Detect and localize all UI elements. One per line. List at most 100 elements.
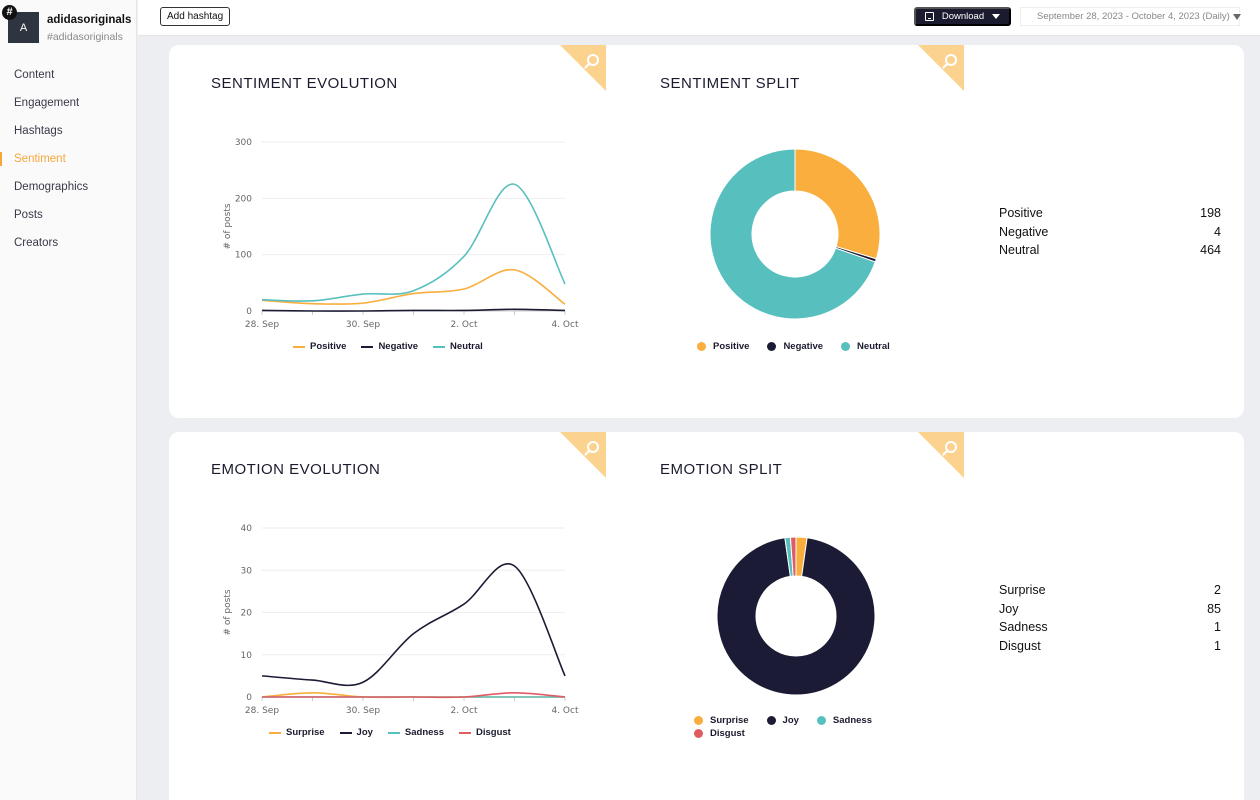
legend-item-neutral[interactable]: Neutral	[841, 341, 890, 352]
account-handle: #adidasoriginals	[47, 31, 123, 43]
y-axis-label: # of posts	[223, 589, 233, 635]
add-hashtag-button[interactable]: Add hashtag	[160, 7, 231, 26]
legend-item-positive[interactable]: Positive	[293, 341, 346, 352]
legend-label: Surprise	[286, 727, 325, 738]
zoom-corner-button[interactable]	[560, 45, 606, 91]
sentiment-split-title: SENTIMENT SPLIT	[660, 75, 800, 92]
y-tick-label: 30	[241, 566, 253, 576]
series-line-positive[interactable]	[261, 269, 566, 306]
legend-item-sadness[interactable]: Sadness	[387, 727, 444, 738]
date-range-picker[interactable]: September 28, 2023 - October 4, 2023 (Da…	[1020, 7, 1241, 26]
split-label: Sadness	[999, 620, 1048, 635]
y-tick-label: 10	[241, 651, 253, 661]
split-row-disgust: Disgust 1	[999, 637, 1221, 656]
legend-item-negative[interactable]: Negative	[767, 341, 823, 352]
x-tick-label: 28. Sep	[245, 706, 279, 716]
zoom-corner-button[interactable]	[560, 432, 606, 478]
split-label: Surprise	[999, 583, 1046, 597]
account-header[interactable]: A # adidasoriginals #adidasoriginals	[2, 5, 136, 46]
donut-slice-joy[interactable]	[716, 537, 876, 696]
donut-slice-disgust[interactable]	[789, 536, 797, 577]
split-value: 85	[1207, 601, 1221, 616]
legend-swatch	[841, 342, 851, 351]
sidebar-item-creators[interactable]: Creators	[14, 237, 59, 249]
x-tick-label: 30. Sep	[346, 320, 380, 330]
search-icon	[918, 432, 964, 478]
donut-slice-neutral[interactable]	[709, 148, 876, 320]
donut-slice-positive[interactable]	[794, 148, 881, 260]
account-name: adidasoriginals	[47, 14, 132, 26]
sidebar-item-content[interactable]: Content	[14, 69, 55, 81]
emotion-evolution-chart[interactable]: 0 10 20 30 40 28. Sep 30. Sep 2. Oct 4. Oct # of …	[209, 516, 589, 746]
legend-item-sadness[interactable]: Sadness	[816, 715, 872, 726]
series-line-joy[interactable]	[261, 563, 566, 687]
search-icon	[560, 432, 606, 478]
legend-swatch	[694, 729, 703, 738]
legend-label: Positive	[713, 341, 750, 352]
x-tick-label: 4. Oct	[551, 320, 578, 330]
y-tick-label: 100	[235, 251, 252, 261]
emotion-split-donut[interactable]	[706, 526, 886, 706]
legend-item-negative[interactable]: Negative	[361, 341, 418, 352]
avatar-letter: A	[19, 21, 28, 34]
split-value: 464	[1200, 243, 1221, 258]
chevron-down-icon	[992, 14, 1001, 19]
split-label: Joy	[999, 601, 1019, 616]
hashtag-badge-icon: #	[2, 5, 17, 20]
sidebar-item-posts[interactable]: Posts	[14, 209, 43, 221]
y-tick-label: 40	[241, 524, 253, 534]
zoom-corner-button[interactable]	[918, 432, 964, 478]
legend-label: Negative	[783, 341, 824, 352]
sidebar-item-sentiment[interactable]: Sentiment	[0, 146, 137, 174]
sentiment-split-values: Positive 198 Negative 4 Neutral 464	[999, 204, 1221, 260]
x-tick-label: 2. Oct	[450, 706, 477, 716]
legend-item-disgust[interactable]: Disgust	[459, 727, 511, 738]
download-label: Download	[941, 11, 985, 22]
sentiment-evolution-legend: Positive Negative Neutral	[293, 341, 498, 352]
sidebar-item-hashtags[interactable]: Hashtags	[14, 125, 63, 137]
legend-swatch	[269, 731, 281, 734]
y-tick-label: 0	[246, 693, 252, 703]
y-tick-label: 200	[235, 194, 252, 204]
legend-item-neutral[interactable]: Neutral	[433, 341, 483, 352]
chevron-down-icon	[1232, 13, 1241, 20]
zoom-corner-button[interactable]	[918, 45, 964, 91]
legend-label: Joy	[356, 727, 373, 738]
legend-item-joy[interactable]: Joy	[339, 727, 373, 738]
split-row-positive: Positive 198	[999, 204, 1221, 223]
legend-label: Disgust	[476, 727, 511, 738]
legend-swatch	[387, 731, 400, 734]
sidebar-nav: Content Engagement Hashtags Sentiment De…	[0, 62, 137, 258]
legend-item-surprise[interactable]: Surprise	[269, 727, 325, 738]
date-range-label: September 28, 2023 - October 4, 2023 (Da…	[1037, 11, 1230, 22]
sentiment-evolution-chart[interactable]: 0 100 200 300 28. Sep 30. Sep 2. Oct 4. Oct # of…	[209, 130, 589, 360]
sidebar-item-demographics[interactable]: Demographics	[14, 181, 89, 193]
split-row-neutral: Neutral 464	[999, 241, 1221, 260]
sidebar-item-engagement[interactable]: Engagement	[14, 97, 80, 109]
split-value: 1	[1214, 620, 1221, 635]
legend-swatch	[766, 716, 776, 725]
legend-label: Disgust	[710, 728, 745, 739]
split-row-sadness: Sadness 1	[999, 618, 1221, 637]
search-icon	[560, 45, 606, 91]
legend-item-positive[interactable]: Positive	[697, 341, 749, 352]
legend-label: Positive	[310, 341, 347, 352]
series-line-neutral[interactable]	[261, 183, 566, 302]
split-value: 198	[1200, 206, 1221, 220]
legend-swatch	[767, 342, 777, 351]
legend-label: Negative	[378, 341, 419, 352]
download-button[interactable]: Download	[914, 7, 1011, 26]
sentiment-card: SENTIMENT EVOLUTION 0 100 200 300 28. Sep 30.…	[169, 45, 1244, 418]
legend-item-joy[interactable]: Joy	[766, 715, 799, 726]
legend-item-surprise[interactable]: Surprise	[694, 715, 749, 726]
y-tick-label: 300	[235, 138, 252, 148]
legend-item-disgust[interactable]: Disgust	[694, 728, 745, 739]
x-tick-label: 4. Oct	[551, 706, 578, 716]
legend-label: Neutral	[857, 341, 890, 352]
sidebar: A # adidasoriginals #adidasoriginals Con…	[0, 0, 137, 800]
sentiment-split-donut[interactable]	[705, 144, 885, 324]
split-label: Disgust	[999, 639, 1041, 654]
y-axis-label: # of posts	[223, 203, 233, 249]
legend-label: Neutral	[450, 341, 483, 352]
emotion-evolution-legend: Surprise Joy Sadness Disgust	[269, 727, 526, 738]
